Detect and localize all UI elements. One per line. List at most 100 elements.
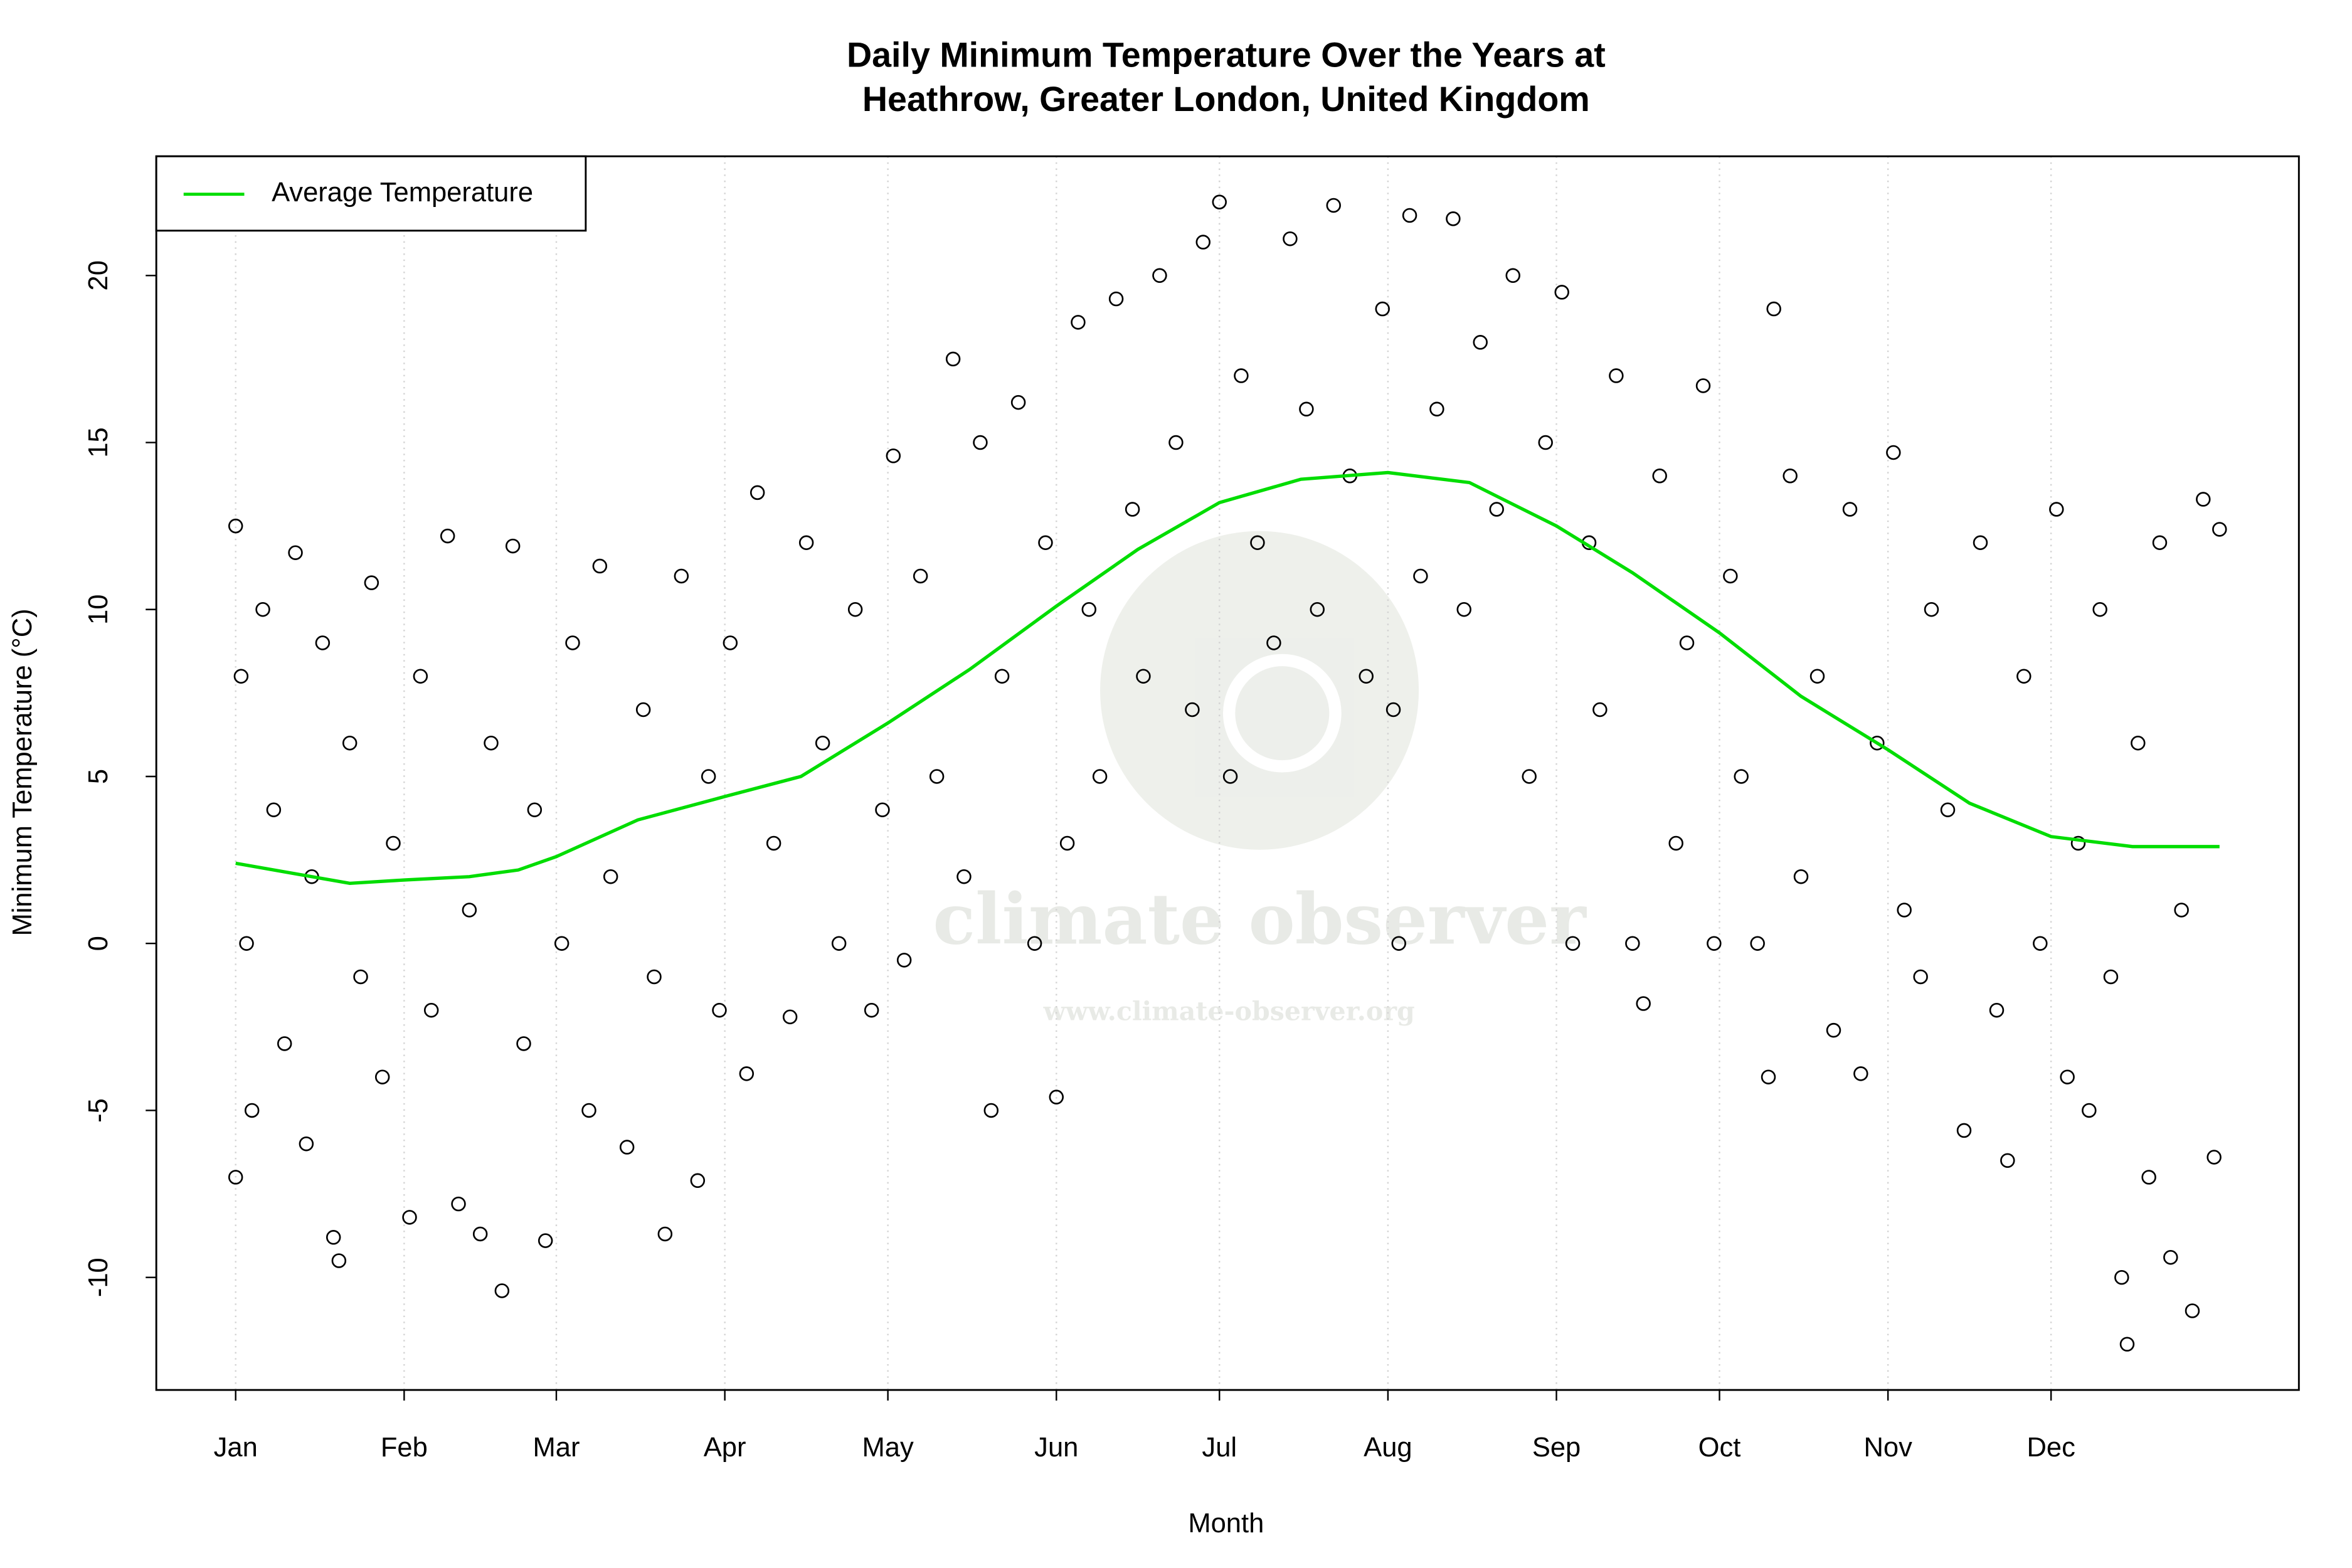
data-point [1027,936,1042,951]
y-tick-label: -5 [83,1098,114,1123]
data-point [1473,335,1488,350]
data-point [538,1233,553,1248]
data-point [2119,1337,2135,1352]
data-point [516,1036,531,1051]
watermark-logo [1223,654,1342,773]
data-point [1956,1123,1972,1138]
data-point [440,528,455,544]
data-point [494,1283,510,1298]
data-point [983,1103,999,1118]
data-point [1212,194,1227,209]
data-point [1234,368,1249,383]
data-point [1385,702,1401,718]
data-point [875,802,890,817]
data-point [255,602,270,617]
data-point [1429,401,1444,417]
data-point [690,1173,706,1189]
data-point [1505,268,1520,283]
data-point [1010,395,1026,410]
data-point [1538,435,1553,450]
data-point [423,1002,439,1018]
data-point [565,635,580,650]
data-point [956,869,972,884]
data-point [2103,969,2119,985]
plot-frame [155,155,2300,1391]
data-point [815,736,830,751]
y-tick-label: 15 [83,427,114,457]
data-point [2152,535,2168,550]
data-point [326,1230,341,1245]
data-point [929,769,945,784]
data-point [299,1136,314,1152]
data-point [2060,1069,2075,1084]
data-point [331,1253,347,1268]
x-tick-label: Jan [214,1433,258,1463]
data-point [1809,669,1825,684]
chart-title: Heathrow, Greater London, United Kingdom [862,80,1590,119]
data-point [554,936,569,951]
data-point [1554,285,1569,300]
data-point [472,1226,488,1242]
data-point [1636,996,1651,1011]
data-point [2070,835,2086,851]
data-point [342,736,358,751]
data-point [1723,568,1738,584]
data-point [1391,936,1406,951]
data-point [2114,1269,2129,1285]
data-point [886,448,901,464]
data-point [228,518,243,534]
watermark: climate observer www.climate-observer.or… [933,531,1587,1027]
data-point [527,802,543,817]
data-point [1668,835,1683,851]
data-point [244,1103,260,1118]
data-point [1195,235,1210,250]
data-point [2033,936,2048,951]
data-point [1783,469,1798,484]
data-point [1266,635,1281,650]
data-point [1375,301,1390,317]
data-point [1059,835,1075,851]
data-point [2092,602,2107,617]
data-point [1734,769,1749,784]
data-point [739,1066,755,1081]
data-point [2163,1250,2178,1265]
data-point [1592,702,1608,718]
data-point [1750,936,1765,951]
data-point [2016,669,2032,684]
data-point [1652,469,1667,484]
data-point [1625,936,1640,951]
data-point [374,1069,390,1084]
watermark-text: climate observer [933,879,1587,961]
data-point [1446,211,1461,226]
x-tick-label: Aug [1364,1433,1412,1463]
data-point [1897,903,1912,918]
data-point [2131,736,2146,751]
x-tick-label: Apr [704,1433,746,1463]
data-point [864,1002,879,1018]
data-point [1310,602,1325,617]
data-point [2206,1150,2222,1165]
data-point [228,1170,243,1185]
data-point [1565,936,1581,951]
y-tick-label: 20 [83,260,114,290]
data-point [603,869,618,884]
x-tick-label: Jun [1034,1433,1078,1463]
watermark-url: www.climate-observer.org [1043,996,1415,1027]
data-point [1456,602,1471,617]
data-point [266,802,282,817]
data-point [766,835,781,851]
data-point [1707,936,1722,951]
data-point [712,1002,727,1018]
data-point [505,538,521,554]
data-point [1283,231,1298,246]
data-point [1793,869,1809,884]
data-point [2185,1303,2200,1318]
data-point [1152,268,1167,283]
chart-title: Daily Minimum Temperature Over the Years… [847,36,1606,75]
data-point [2000,1153,2015,1168]
data-point [1049,1089,1064,1104]
data-point [1522,769,1537,784]
x-tick-label: Dec [2026,1433,2075,1463]
x-tick-label: Sep [1532,1433,1581,1463]
data-point [277,1036,292,1051]
